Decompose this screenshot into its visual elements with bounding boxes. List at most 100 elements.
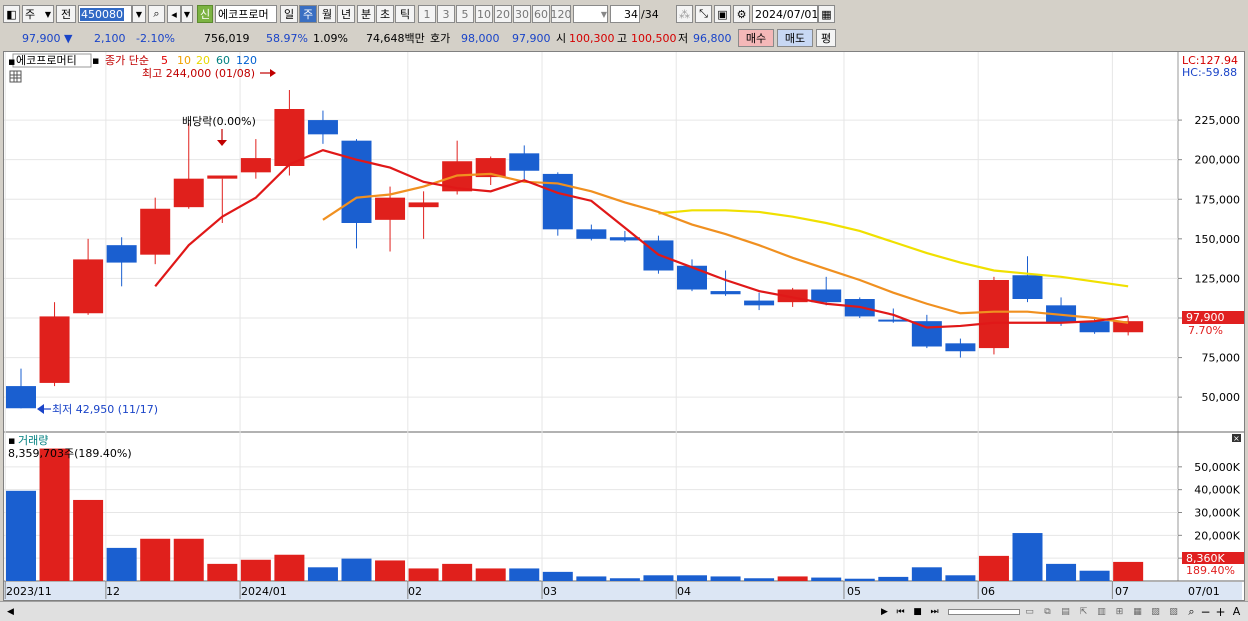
interval-select[interactable]: ▼ [573, 5, 608, 23]
calendar-icon[interactable]: ▦ [818, 5, 835, 23]
speaker-icon[interactable]: ◂ [167, 5, 181, 23]
close-icon[interactable] [1232, 434, 1241, 442]
period-minute-button[interactable]: 분 [357, 5, 375, 23]
interval-60-button[interactable]: 60 [532, 5, 550, 23]
zoom-out-icon[interactable]: − [1200, 604, 1211, 619]
period-month-button[interactable]: 월 [318, 5, 336, 23]
gear-icon[interactable]: ⚙ [733, 5, 750, 23]
period-week-button[interactable]: 주 [299, 5, 317, 23]
layout-icon[interactable]: ▤ [1061, 606, 1070, 617]
trade-amount: 74,648백만 [366, 32, 425, 45]
zoom-slider[interactable] [948, 609, 1020, 615]
candle-body [6, 386, 36, 409]
candle-body [945, 343, 976, 352]
scroll-left-icon[interactable]: ◀ [7, 606, 14, 617]
legend-dot-icon: ▪ [8, 434, 15, 447]
layout-icon[interactable]: ⧉ [1044, 606, 1051, 617]
layout-icon[interactable]: ▦ [1133, 606, 1142, 617]
hc-label: HC:-59.88 [1182, 66, 1237, 79]
legend-ma10: 10 [177, 54, 191, 67]
volume-bar [207, 563, 238, 581]
chevron-down-icon[interactable]: ▼ [181, 5, 193, 23]
auto-scale-icon[interactable]: A [1232, 605, 1241, 618]
magnifier-icon[interactable]: ⌕ [1188, 604, 1195, 618]
chart-canvas[interactable]: 50,00075,000100,000125,000150,000175,000… [4, 52, 1244, 600]
candle-body [39, 316, 70, 383]
scroll-right-icon[interactable]: ▶ [881, 606, 888, 617]
candle-body [1079, 321, 1110, 333]
chevron-down-icon: ▼ [600, 9, 607, 19]
current-price: 97,900 ▼ [22, 29, 72, 47]
stock-code-input[interactable]: 450080 [78, 5, 132, 23]
candle-body [408, 202, 439, 208]
period-tick-button[interactable]: 틱 [395, 5, 415, 23]
eval-button[interactable]: 평 [816, 29, 836, 47]
high-label: 고 [617, 32, 628, 45]
stop-icon[interactable]: ■ [913, 606, 922, 617]
candle-body [475, 158, 506, 178]
interval-120-button[interactable]: 120 [551, 5, 571, 23]
crosshair-icon[interactable]: ⤡ [695, 5, 712, 23]
interval-1-button[interactable]: 1 [418, 5, 436, 23]
volume-bar [643, 575, 674, 581]
skip-back-icon[interactable]: ⏮ [896, 606, 905, 617]
interval-30-button[interactable]: 30 [513, 5, 531, 23]
search-icon[interactable]: ⌕ [148, 5, 165, 23]
volume-bar [6, 490, 36, 581]
candles [6, 90, 1144, 409]
high-annotation: 최고 244,000 (01/08) [142, 67, 255, 80]
layout-icon[interactable]: ▭ [1025, 606, 1034, 617]
chevron-down-icon[interactable]: ▼ [132, 5, 146, 23]
layout-icon[interactable]: ▨ [1151, 606, 1160, 617]
volume-bar [1046, 563, 1077, 581]
chart-scrollbar[interactable]: ◀ ▶ ⏮ ■ ⏭ ▭ ⧉ ▤ ⇱ ▥ ⊞ ▦ ▨ ▧ ⌕ − + A [0, 601, 1248, 621]
volume-bar [1079, 570, 1110, 581]
new-listing-badge: 신 [197, 5, 213, 23]
layout-icon[interactable]: ▥ [1097, 606, 1106, 617]
volume-bar [744, 578, 775, 581]
prev-button[interactable]: 전 [56, 5, 76, 23]
interval-3-button[interactable]: 3 [437, 5, 455, 23]
skip-forward-icon[interactable]: ⏭ [930, 606, 939, 617]
candle-body [140, 208, 171, 255]
period-year-button[interactable]: 년 [337, 5, 355, 23]
interval-10-button[interactable]: 10 [475, 5, 493, 23]
zoom-in-icon[interactable]: + [1215, 604, 1226, 619]
volume-bar [475, 568, 506, 581]
volume-tick-label: 50,000K [1194, 461, 1240, 474]
x-label: 02 [408, 585, 422, 598]
volume-bar [911, 567, 942, 581]
grid-settings-icon[interactable] [9, 70, 22, 83]
date-input[interactable]: 2024/07/01 [752, 5, 818, 23]
volume-bar [777, 576, 808, 581]
volume-tick-label: 30,000K [1194, 507, 1240, 520]
low-price: 96,800 [693, 31, 732, 45]
price-tick-label: 75,000 [1202, 352, 1241, 365]
interval-20-button[interactable]: 20 [494, 5, 512, 23]
candle-body [73, 259, 104, 314]
window-menu-icon[interactable]: ◧ [3, 5, 20, 23]
pan-icon[interactable]: ⇱ [1079, 606, 1088, 617]
page-input[interactable]: 34 [610, 5, 640, 23]
period-second-button[interactable]: 초 [376, 5, 394, 23]
save-icon[interactable]: ▣ [714, 5, 731, 23]
sell-button[interactable]: 매도 [777, 29, 813, 47]
bid-price: 97,900 [512, 31, 551, 45]
low-annotation: 최저 42,950 (11/17) [52, 403, 158, 416]
volume-bar [240, 559, 271, 581]
price-axis: 50,00075,000100,000125,000150,000175,000… [1178, 114, 1240, 404]
legend-ma60: 60 [216, 54, 230, 67]
buy-button[interactable]: 매수 [738, 29, 774, 47]
market-select[interactable]: 주 ▼ [22, 5, 54, 23]
stock-code-value: 450080 [80, 7, 124, 21]
period-day-button[interactable]: 일 [280, 5, 298, 23]
drawing-tools-icon[interactable]: ⁂ [676, 5, 693, 23]
layout-icon[interactable]: ⊞ [1115, 606, 1124, 617]
ma10-line [322, 172, 1129, 324]
volume-bar [341, 558, 372, 581]
interval-5-button[interactable]: 5 [456, 5, 474, 23]
legend-ma5: 5 [161, 54, 168, 67]
volume-tick-label: 40,000K [1194, 484, 1240, 497]
layout-icon[interactable]: ▧ [1169, 606, 1178, 617]
